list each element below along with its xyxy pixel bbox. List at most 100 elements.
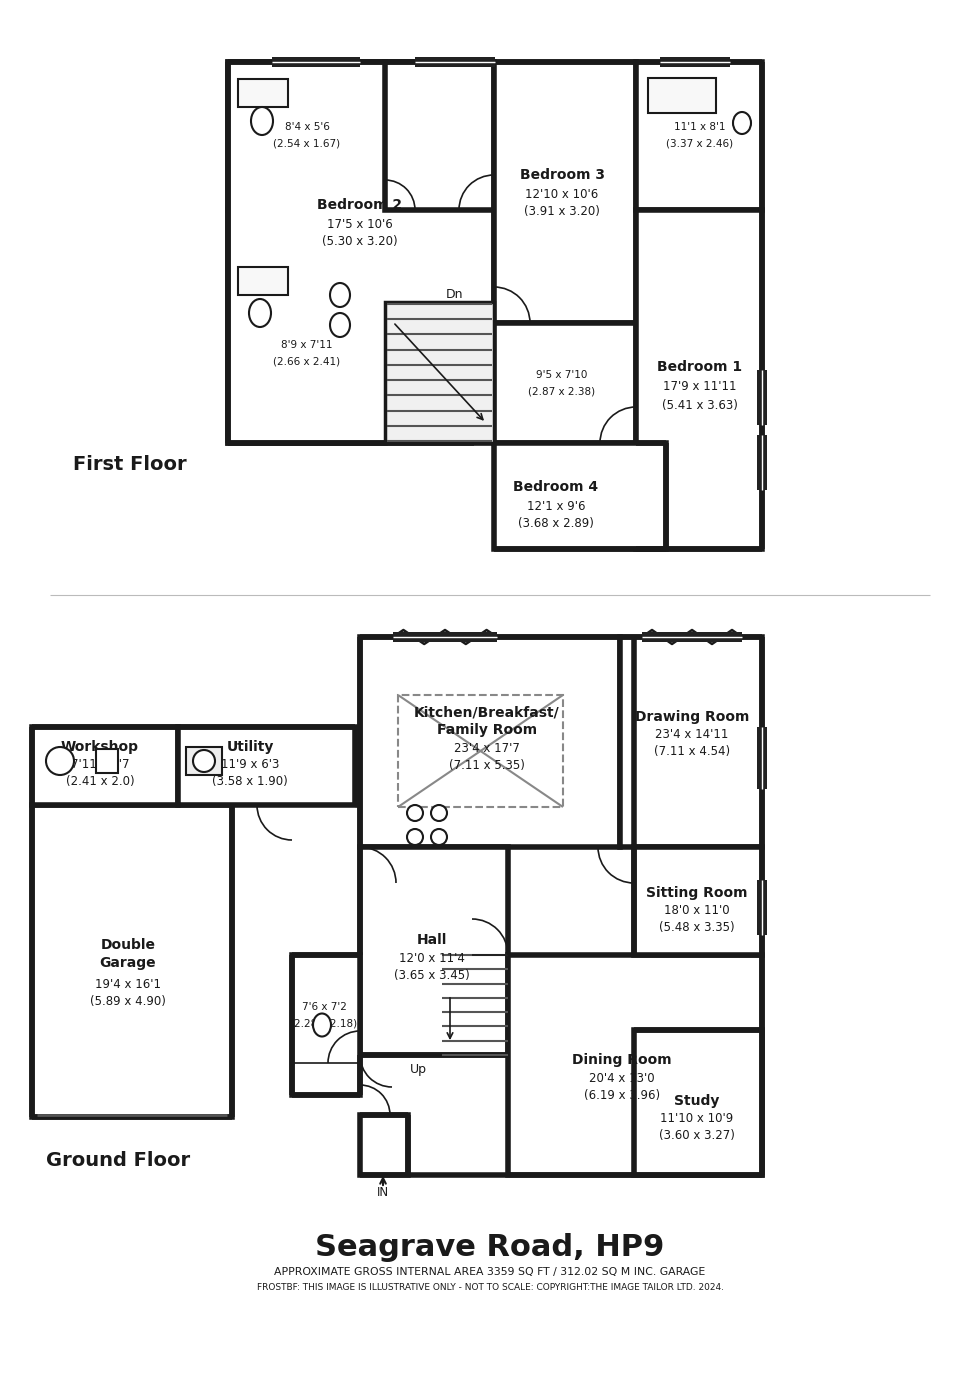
Bar: [96, 749, 118, 773]
Text: 18'0 x 11'0: 18'0 x 11'0: [664, 904, 730, 917]
Bar: [494, 443, 666, 548]
Text: Family Room: Family Room: [437, 723, 537, 737]
Bar: [393, 632, 497, 643]
Ellipse shape: [733, 112, 751, 134]
Text: Hall: Hall: [416, 933, 447, 947]
Bar: [634, 1030, 762, 1174]
Bar: [228, 62, 385, 211]
Text: Bedroom 1: Bedroom 1: [658, 360, 743, 374]
Text: (5.30 x 3.20): (5.30 x 3.20): [322, 235, 398, 248]
Bar: [360, 1115, 408, 1174]
Text: Bedroom 3: Bedroom 3: [519, 168, 605, 181]
Text: (3.60 x 3.27): (3.60 x 3.27): [660, 1130, 735, 1143]
Bar: [757, 727, 767, 789]
Bar: [415, 57, 495, 66]
Bar: [757, 879, 767, 935]
Ellipse shape: [330, 313, 350, 337]
Text: Utility: Utility: [226, 740, 273, 753]
Text: (2.28 x 2.18): (2.28 x 2.18): [290, 1018, 358, 1028]
Text: Study: Study: [674, 1094, 719, 1108]
Bar: [178, 727, 355, 805]
Text: Garage: Garage: [100, 956, 157, 970]
Bar: [385, 302, 494, 443]
Text: Up: Up: [410, 1062, 426, 1076]
Bar: [398, 695, 563, 807]
Bar: [508, 956, 762, 1174]
Text: First Floor: First Floor: [74, 456, 187, 475]
Bar: [648, 78, 716, 114]
Bar: [660, 57, 730, 66]
Ellipse shape: [407, 805, 423, 821]
Text: Bedroom 4: Bedroom 4: [514, 481, 599, 494]
Text: FROSTBF: THIS IMAGE IS ILLUSTRATIVE ONLY - NOT TO SCALE: COPYRIGHT:THE IMAGE TAI: FROSTBF: THIS IMAGE IS ILLUSTRATIVE ONLY…: [257, 1284, 723, 1292]
Bar: [757, 370, 767, 425]
Bar: [186, 747, 222, 776]
Text: 12'0 x 11'4: 12'0 x 11'4: [399, 951, 465, 964]
Text: Workshop: Workshop: [61, 740, 139, 753]
Text: (5.41 x 3.63): (5.41 x 3.63): [662, 399, 738, 411]
Text: B: B: [102, 755, 112, 767]
Bar: [32, 727, 178, 805]
Bar: [32, 805, 232, 1116]
Text: 11'10 x 10'9: 11'10 x 10'9: [661, 1112, 734, 1126]
Text: (2.66 x 2.41): (2.66 x 2.41): [273, 356, 341, 366]
Bar: [636, 211, 762, 548]
Text: (2.41 x 2.0): (2.41 x 2.0): [66, 774, 134, 788]
Bar: [228, 211, 385, 443]
Text: (3.68 x 2.89): (3.68 x 2.89): [518, 518, 594, 530]
Bar: [292, 956, 360, 1096]
Text: (3.58 x 1.90): (3.58 x 1.90): [212, 774, 288, 788]
Text: (2.54 x 1.67): (2.54 x 1.67): [273, 138, 341, 148]
Text: Double: Double: [101, 938, 156, 951]
Ellipse shape: [313, 1014, 331, 1036]
Ellipse shape: [407, 830, 423, 845]
Text: (3.65 x 3.45): (3.65 x 3.45): [394, 968, 469, 982]
Text: 7'6 x 7'2: 7'6 x 7'2: [302, 1001, 347, 1012]
Text: 23'4 x 17'7: 23'4 x 17'7: [454, 741, 520, 755]
Ellipse shape: [431, 805, 447, 821]
Ellipse shape: [46, 747, 74, 776]
Ellipse shape: [193, 751, 215, 771]
Text: Sitting Room: Sitting Room: [646, 886, 748, 900]
Ellipse shape: [431, 830, 447, 845]
Text: (5.89 x 4.90): (5.89 x 4.90): [90, 996, 166, 1008]
Bar: [757, 435, 767, 490]
Ellipse shape: [251, 107, 273, 134]
Bar: [360, 637, 620, 848]
Text: 7'11 x 6'7: 7'11 x 6'7: [71, 759, 129, 771]
Bar: [636, 62, 762, 211]
Text: 23'4 x 14'11: 23'4 x 14'11: [656, 729, 729, 741]
Text: 8'4 x 5'6: 8'4 x 5'6: [284, 122, 329, 132]
Text: 19'4 x 16'1: 19'4 x 16'1: [95, 978, 161, 992]
Text: 20'4 x 13'0: 20'4 x 13'0: [589, 1072, 655, 1084]
Bar: [494, 62, 636, 323]
Bar: [272, 57, 360, 66]
Ellipse shape: [330, 283, 350, 307]
Text: Drawing Room: Drawing Room: [635, 711, 749, 724]
Bar: [238, 267, 288, 295]
Bar: [360, 848, 508, 1055]
Bar: [620, 637, 762, 848]
Text: (7.11 x 5.35): (7.11 x 5.35): [449, 759, 525, 771]
Text: 12'10 x 10'6: 12'10 x 10'6: [525, 188, 599, 201]
Bar: [385, 62, 494, 211]
Bar: [238, 79, 288, 107]
Text: 11'1 x 8'1: 11'1 x 8'1: [674, 122, 726, 132]
Text: Bedroom 2: Bedroom 2: [318, 198, 403, 212]
Text: (2.87 x 2.38): (2.87 x 2.38): [528, 386, 596, 396]
Bar: [634, 848, 762, 956]
Text: APPROXIMATE GROSS INTERNAL AREA 3359 SQ FT / 312.02 SQ M INC. GARAGE: APPROXIMATE GROSS INTERNAL AREA 3359 SQ …: [274, 1267, 706, 1277]
Text: 17'5 x 10'6: 17'5 x 10'6: [327, 219, 393, 231]
Ellipse shape: [249, 299, 271, 327]
Text: 12'1 x 9'6: 12'1 x 9'6: [527, 500, 585, 514]
Text: Dn: Dn: [445, 288, 463, 302]
Text: IN: IN: [377, 1186, 389, 1198]
Bar: [228, 62, 494, 443]
Bar: [642, 632, 742, 643]
Text: (7.11 x 4.54): (7.11 x 4.54): [654, 745, 730, 759]
Text: (6.19 x 3.96): (6.19 x 3.96): [584, 1089, 661, 1101]
Text: Ground Floor: Ground Floor: [46, 1151, 190, 1169]
Text: 8'9 x 7'11: 8'9 x 7'11: [281, 339, 333, 350]
Text: Seagrave Road, HP9: Seagrave Road, HP9: [316, 1233, 664, 1262]
Bar: [494, 323, 636, 443]
